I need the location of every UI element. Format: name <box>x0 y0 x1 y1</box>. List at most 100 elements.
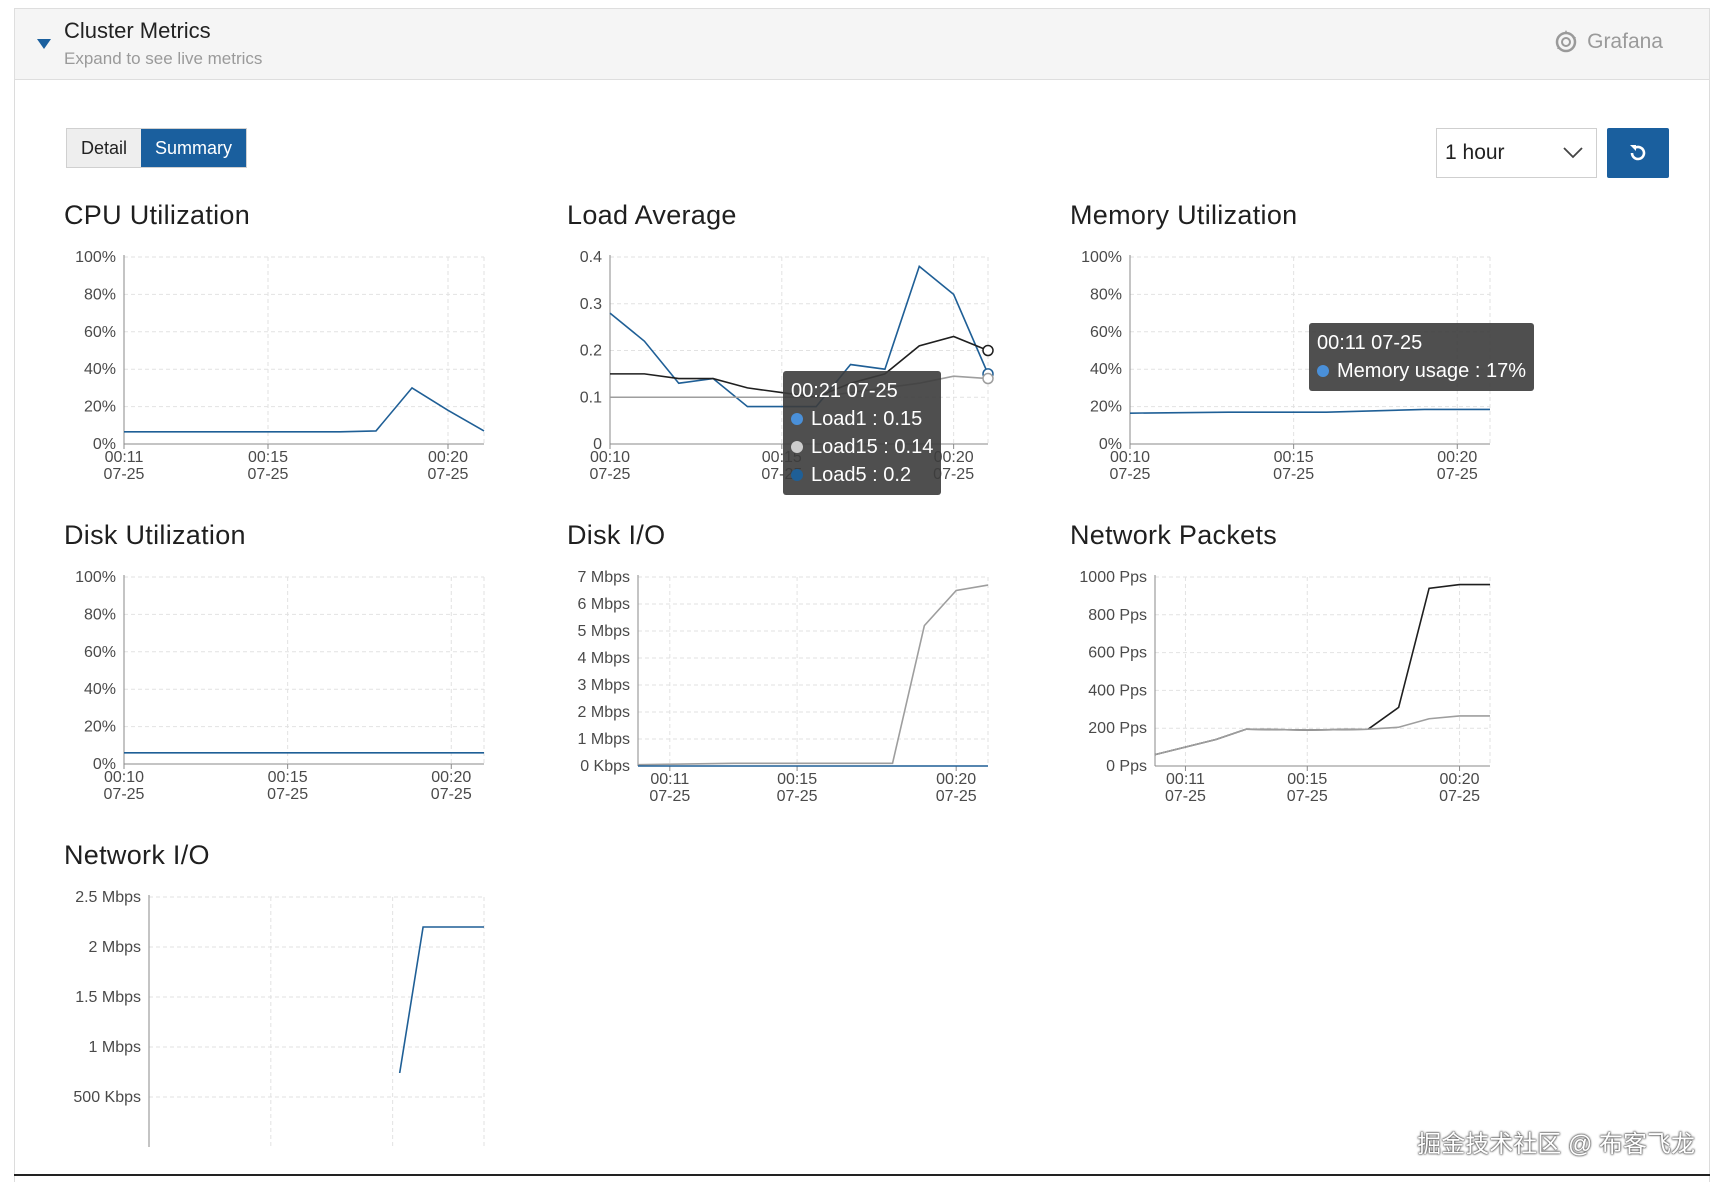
x-tick-date-label: 07-25 <box>777 788 818 805</box>
load5-value: Load5 : 0.2 <box>811 464 912 486</box>
x-tick-label: 00:11 <box>650 771 689 788</box>
watermark: 掘金技术社区 @ 布客飞龙 <box>1417 1131 1695 1158</box>
collapse-caret-icon[interactable] <box>37 39 51 49</box>
x-tick-label: 00:20 <box>934 449 974 466</box>
x-tick-date-label: 07-25 <box>1287 788 1328 805</box>
x-tick-date-label: 07-25 <box>431 786 472 803</box>
y-tick-label: 0.3 <box>580 296 602 313</box>
x-tick-label: 00:11 <box>1166 771 1205 788</box>
cpu-chart[interactable]: 100%80%60%40%20%0%00:1107-2500:1507-2500… <box>60 245 500 495</box>
plot-area: 7 Mbps 6 Mbps 5 Mbps 4 Mbps 3 Mbps 2 Mbps 1 Mb… <box>578 569 989 805</box>
panel-bottom-border <box>14 1174 1710 1176</box>
panel-header[interactable]: Cluster Metrics Expand to see live metri… <box>14 8 1710 80</box>
y-tick-label: 60% <box>84 324 116 341</box>
time-range-select[interactable]: 1 hour <box>1436 128 1597 178</box>
x-tick-date-label: 07-25 <box>267 786 308 803</box>
y-tick-label: 80% <box>84 606 116 623</box>
load-tooltip-header: 00:21 07-25 <box>791 380 898 402</box>
disk-chart[interactable]: 100%80%60%40%20%0%00:1007-2500:1507-2500… <box>60 565 500 815</box>
y-tick-label: 20% <box>84 719 116 736</box>
netio-chart-title: Network I/O <box>64 840 210 870</box>
netpkt-chart[interactable]: 1000 Pps 800 Pps 600 Pps 400 Pps 200 Pps 0 Pp… <box>1066 565 1506 815</box>
x-tick-label: 00:10 <box>1110 449 1150 466</box>
refresh-button[interactable] <box>1607 128 1669 178</box>
plot-clip <box>362 926 484 1147</box>
y-tick-label: 60% <box>84 644 116 661</box>
plot-area: 100%80%60%40%20%0%00:1007-2500:1507-2500… <box>1081 249 1491 483</box>
netio-chart[interactable]: 2.5 Mbps 2 Mbps 1.5 Mbps 1 Mbps 500 Kbps <box>60 885 500 1147</box>
x-tick-date-label: 07-25 <box>1110 466 1151 483</box>
refresh-icon <box>1630 145 1646 161</box>
plot-area: 100%80%60%40%20%0%00:1007-2500:1507-2500… <box>75 569 485 803</box>
x-tick-label: 00:15 <box>268 769 308 786</box>
y-tick-label: 0 Kbps <box>580 758 630 775</box>
x-tick-label: 00:15 <box>1287 771 1327 788</box>
plot-area: 1000 Pps 800 Pps 600 Pps 400 Pps 200 Pps 0 Pp… <box>1079 569 1491 805</box>
load-tooltip-row: Load15 : 0.14 <box>791 433 933 461</box>
series-line[interactable] <box>124 386 485 433</box>
x-tick-date-label: 07-25 <box>1439 788 1480 805</box>
disk-chart-title: Disk Utilization <box>64 520 246 550</box>
cpu-chart-title: CPU Utilization <box>64 200 251 230</box>
plot-area: 2.5 Mbps 2 Mbps 1.5 Mbps 1 Mbps 500 Kbps <box>73 889 485 1147</box>
summary-button[interactable]: Summary <box>141 129 247 167</box>
x-tick-label: 00:11 <box>105 449 144 466</box>
x-tick-label: 00:15 <box>1274 449 1314 466</box>
y-tick-label: 0 Pps <box>1106 758 1147 775</box>
memory-tooltip-row: Memory usage : 17% <box>1317 357 1526 385</box>
series-dot-icon <box>791 441 803 453</box>
y-tick-label: 0.1 <box>580 389 602 406</box>
y-tick-label: 1 Mbps <box>578 731 630 748</box>
x-tick-label: 00:20 <box>428 449 468 466</box>
y-tick-label: 600 Pps <box>1088 645 1147 662</box>
detail-button[interactable]: Detail <box>67 129 142 167</box>
y-tick-label: 4 Mbps <box>578 650 630 667</box>
y-tick-label: 3 Mbps <box>578 677 630 694</box>
y-tick-label: 100% <box>75 249 116 266</box>
grafana-link[interactable]: Grafana <box>1553 29 1663 55</box>
series-line[interactable] <box>1154 715 1490 756</box>
x-tick-label: 00:10 <box>104 769 144 786</box>
series-dot-icon <box>791 469 803 481</box>
y-tick-label: 40% <box>84 361 116 378</box>
y-tick-label: 80% <box>1090 286 1122 303</box>
x-tick-label: 00:10 <box>590 449 630 466</box>
diskio-chart[interactable]: 7 Mbps 6 Mbps 5 Mbps 4 Mbps 3 Mbps 2 Mbps 1 Mb… <box>563 565 1003 815</box>
x-tick-date-label: 07-25 <box>1165 788 1206 805</box>
load-chart-title: Load Average <box>567 200 737 230</box>
x-tick-date-label: 07-25 <box>936 788 977 805</box>
y-tick-label: 2 Mbps <box>89 939 141 956</box>
y-tick-label: 200 Pps <box>1088 720 1147 737</box>
y-tick-label: 0% <box>93 756 116 773</box>
y-tick-label: 400 Pps <box>1088 682 1147 699</box>
diskio-chart-title: Disk I/O <box>567 520 666 550</box>
series-line[interactable] <box>362 926 484 1147</box>
netpkt-chart-title: Network Packets <box>1070 520 1278 550</box>
x-tick-label: 00:20 <box>1440 771 1480 788</box>
y-tick-label: 1000 Pps <box>1079 569 1147 586</box>
y-tick-label: 1 Mbps <box>89 1039 141 1056</box>
panel-title: Cluster Metrics <box>64 18 211 43</box>
memory-chart[interactable]: 100%80%60%40%20%0%00:1007-2500:1507-2500… <box>1066 245 1506 495</box>
x-tick-date-label: 07-25 <box>248 466 289 483</box>
panel-subtitle: Expand to see live metrics <box>64 49 263 68</box>
x-tick-label: 00:20 <box>1437 449 1477 466</box>
view-toggle: Detail Summary <box>66 128 248 168</box>
series-line-memory-usage[interactable] <box>1129 408 1490 414</box>
load-tooltip: 00:21 07-25 Load1 : 0.15 Load15 : 0.14 L… <box>783 371 942 495</box>
load-tooltip-row: Load5 : 0.2 <box>791 461 933 489</box>
y-tick-label: 80% <box>84 286 116 303</box>
y-tick-label: 2.5 Mbps <box>75 889 141 906</box>
x-tick-date-label: 07-25 <box>1437 466 1478 483</box>
y-tick-label: 40% <box>84 681 116 698</box>
y-tick-label: 1.5 Mbps <box>75 989 141 1006</box>
series-line[interactable] <box>637 584 989 766</box>
x-tick-label: 00:20 <box>431 769 471 786</box>
memory-tooltip: 00:11 07-25 Memory usage : 17% <box>1309 323 1534 391</box>
y-tick-label: 2 Mbps <box>578 704 630 721</box>
x-tick-date-label: 07-25 <box>590 466 631 483</box>
x-tick-date-label: 07-25 <box>1273 466 1314 483</box>
hover-point <box>982 344 994 357</box>
y-tick-label: 20% <box>84 399 116 416</box>
series-dot-icon <box>1317 365 1329 377</box>
